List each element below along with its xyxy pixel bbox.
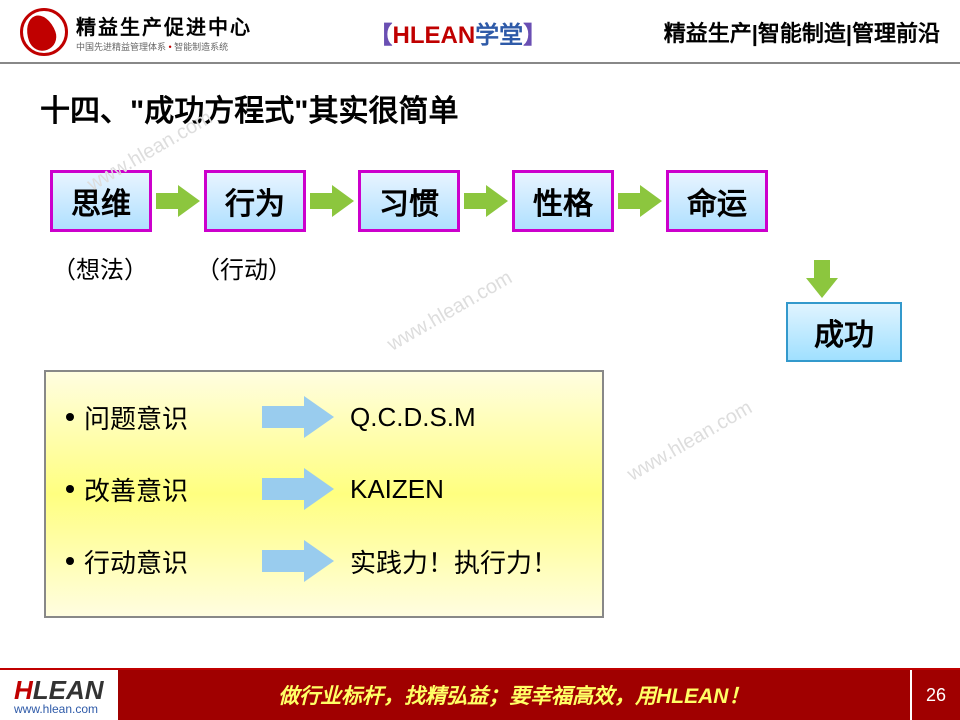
panel-left-label: 问题意识 — [66, 399, 246, 436]
footer-logo: HLEAN www.hlean.com — [0, 675, 118, 716]
page-number: 26 — [910, 670, 960, 720]
arrow-right-icon — [262, 468, 334, 510]
footer: HLEAN www.hlean.com 做行业标杆，找精弘益；要幸福高效，用HL… — [0, 668, 960, 720]
footer-logo-text: HLEAN — [14, 675, 104, 706]
success-box: 成功 — [786, 302, 902, 362]
panel-row: 问题意识 Q.C.D.S.M — [66, 396, 582, 438]
footer-slogan: 做行业标杆，找精弘益；要幸福高效，用HLEAN！ — [118, 670, 910, 720]
header: 精益生产促进中心 中国先进精益管理体系 • 智能制造系统 【HLEAN学堂】 精… — [0, 0, 960, 64]
panel-row: 改善意识 KAIZEN — [66, 468, 582, 510]
watermark: www.hlean.com — [624, 397, 757, 487]
footer-url: www.hlean.com — [14, 702, 104, 716]
logo-icon — [20, 8, 68, 56]
logo-text: 精益生产促进中心 中国先进精益管理体系 • 智能制造系统 — [76, 11, 252, 53]
arrow-right-icon — [262, 540, 334, 582]
panel-left-label: 改善意识 — [66, 471, 246, 508]
arrow-down-icon — [806, 260, 838, 298]
panel-right-label: KAIZEN — [350, 474, 444, 505]
flow-sub-label: （想法） — [52, 250, 148, 285]
flow-box: 习惯 — [358, 170, 460, 232]
panel-right-label: Q.C.D.S.M — [350, 402, 476, 433]
logo-sub-text: 中国先进精益管理体系 • 智能制造系统 — [76, 40, 252, 53]
arrow-right-icon — [156, 185, 200, 217]
flow-box: 命运 — [666, 170, 768, 232]
panel-left-label: 行动意识 — [66, 543, 246, 580]
arrow-right-icon — [464, 185, 508, 217]
flow-sub-label: （行动） — [196, 250, 292, 285]
panel-row: 行动意识 实践力！执行力！ — [66, 540, 582, 582]
panel-right-label: 实践力！执行力！ — [350, 543, 558, 580]
flow-box: 行为 — [204, 170, 306, 232]
flow-box: 思维 — [50, 170, 152, 232]
arrow-right-icon — [618, 185, 662, 217]
arrow-right-icon — [310, 185, 354, 217]
logo-area: 精益生产促进中心 中国先进精益管理体系 • 智能制造系统 — [20, 8, 252, 56]
page-title: 十四、"成功方程式"其实很简单 — [0, 64, 960, 140]
header-right: 精益生产|智能制造|管理前沿 — [664, 16, 940, 48]
info-panel: 问题意识 Q.C.D.S.M 改善意识 KAIZEN 行动意识 实践力！执行力！ — [44, 370, 604, 618]
logo-main-text: 精益生产促进中心 — [76, 11, 252, 40]
arrow-right-icon — [262, 396, 334, 438]
arrow-down-wrap — [806, 260, 838, 298]
flow-row: 思维 行为 习惯 性格 命运 — [0, 140, 960, 232]
header-center: 【HLEAN学堂】 — [252, 15, 664, 50]
flow-box: 性格 — [512, 170, 614, 232]
